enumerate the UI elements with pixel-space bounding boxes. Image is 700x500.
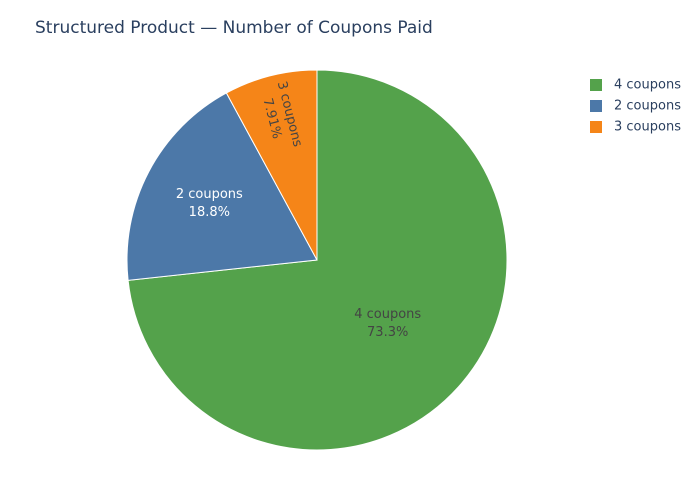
slice-category: 4 coupons bbox=[354, 307, 421, 322]
slice-category: 2 coupons bbox=[176, 187, 243, 202]
slice-value: 18.8% bbox=[189, 205, 230, 220]
legend-label: 4 coupons bbox=[614, 78, 681, 93]
slice-label: 2 coupons 18.8% bbox=[176, 187, 243, 220]
legend-label: 2 coupons bbox=[614, 99, 681, 114]
legend-swatch bbox=[590, 121, 602, 133]
slice-value: 73.3% bbox=[367, 325, 408, 340]
pie-slice bbox=[225, 69, 318, 261]
legend-label: 3 coupons bbox=[614, 120, 681, 135]
legend-swatch bbox=[590, 79, 602, 91]
chart-title: Structured Product — Number of Coupons P… bbox=[35, 18, 433, 38]
legend-swatch bbox=[590, 100, 602, 112]
slice-label: 4 coupons 73.3% bbox=[354, 307, 421, 340]
pie-slice bbox=[126, 92, 318, 281]
